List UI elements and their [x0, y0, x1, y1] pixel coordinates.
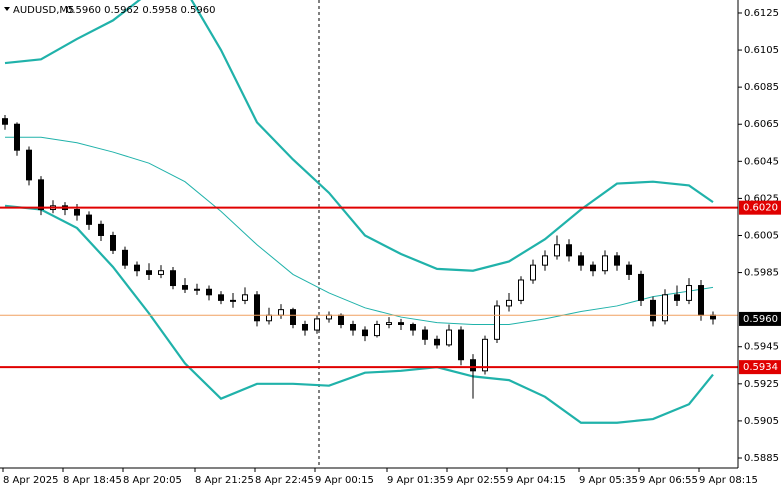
x-tick-label: 9 Apr 02:55	[447, 475, 506, 486]
candle-body	[566, 244, 572, 257]
x-tick-label: 8 Apr 2025	[3, 475, 58, 486]
candle-body	[410, 323, 416, 331]
price-label-box	[739, 200, 781, 215]
candle-body	[710, 314, 716, 320]
candle-body	[554, 244, 560, 257]
y-tick-label: 0.5885	[744, 453, 779, 464]
x-tick-label: 8 Apr 20:05	[123, 475, 182, 486]
candle-body	[602, 255, 608, 272]
x-tick-label: 9 Apr 04:15	[507, 475, 566, 486]
y-tick-label: 0.6105	[744, 45, 779, 56]
candle-body	[638, 273, 644, 301]
y-tick-label: 0.6085	[744, 82, 779, 93]
candle-body	[98, 223, 104, 236]
candle-body	[170, 270, 176, 287]
candle-body	[530, 264, 536, 281]
candle-body	[194, 288, 200, 291]
current-price-box	[739, 311, 781, 326]
candle-body	[26, 149, 32, 181]
y-tick-label: 0.5925	[744, 379, 779, 390]
candle-body	[134, 264, 140, 272]
candle-body	[38, 179, 44, 211]
candle-body	[350, 323, 356, 331]
x-tick-label: 9 Apr 00:15	[315, 475, 374, 486]
candle-body	[494, 305, 500, 340]
price-label: 0.6020	[743, 203, 778, 214]
x-tick-label: 8 Apr 18:45	[63, 475, 122, 486]
candle-body	[242, 294, 248, 301]
candle-body	[614, 255, 620, 266]
candle-body	[422, 329, 428, 340]
title-arrow	[4, 7, 10, 11]
candle-body	[458, 329, 464, 361]
candle-body	[218, 294, 224, 301]
candle-body	[86, 214, 92, 225]
candle-body	[206, 288, 212, 296]
candle-body	[122, 249, 128, 266]
y-tick-label: 0.6005	[744, 230, 779, 241]
ohlc-header: 0.5960 0.5962 0.5958 0.5960	[66, 5, 216, 16]
candle-body	[158, 270, 164, 275]
candle-body	[518, 279, 524, 301]
candle-body	[110, 234, 116, 251]
price-label: 0.5934	[743, 362, 778, 373]
candle-body	[338, 314, 344, 325]
candle-body	[650, 299, 656, 322]
candle-body	[254, 294, 260, 322]
candle-body	[182, 285, 188, 290]
candle-body	[302, 323, 308, 331]
candle-body	[230, 299, 236, 302]
x-tick-label: 8 Apr 22:45	[255, 475, 314, 486]
plot-area	[0, 0, 738, 468]
candle-body	[470, 359, 476, 372]
candle-body	[14, 123, 20, 151]
y-tick-label: 0.6065	[744, 119, 779, 130]
candle-body	[506, 299, 512, 307]
y-tick-label: 0.5905	[744, 416, 779, 427]
candle-body	[698, 285, 704, 316]
candle-body	[662, 294, 668, 322]
candle-body	[278, 309, 284, 316]
bollinger-band	[4, 204, 714, 424]
x-tick-label: 9 Apr 01:35	[387, 475, 446, 486]
y-tick-label: 0.6025	[744, 193, 779, 204]
x-tick-label: 9 Apr 08:15	[699, 475, 758, 486]
x-tick-label: 9 Apr 06:55	[639, 475, 698, 486]
y-tick-label: 0.5985	[744, 268, 779, 279]
candle-body	[482, 338, 488, 372]
candle-body	[290, 309, 296, 325]
y-tick-label: 0.6125	[744, 8, 779, 19]
candle-body	[266, 314, 272, 322]
candle-body	[542, 255, 548, 266]
candle-body	[314, 318, 320, 331]
candle-body	[674, 294, 680, 301]
price-label-box	[739, 360, 781, 375]
chart-title: AUDUSD,M5	[13, 5, 74, 16]
y-tick-label: 0.5945	[744, 342, 779, 353]
candle-body	[362, 329, 368, 337]
candle-body	[398, 322, 404, 325]
candle-body	[446, 329, 452, 346]
candle-body	[146, 270, 152, 275]
candle-body	[590, 264, 596, 272]
candle-body	[326, 314, 332, 320]
bollinger-band	[4, 0, 714, 272]
candle-body	[374, 323, 380, 337]
x-tick-label: 8 Apr 21:25	[195, 475, 254, 486]
candle-body	[434, 338, 440, 346]
candle-body	[626, 264, 632, 275]
candle-body	[2, 118, 8, 125]
current-price-label: 0.5960	[743, 314, 778, 325]
candle-body	[686, 285, 692, 301]
y-tick-label: 0.6045	[744, 156, 779, 167]
bollinger-band	[5, 136, 714, 325]
candle-body	[386, 322, 392, 325]
x-tick-label: 9 Apr 05:35	[579, 475, 638, 486]
candle-body	[578, 255, 584, 266]
candle-body	[74, 209, 80, 216]
